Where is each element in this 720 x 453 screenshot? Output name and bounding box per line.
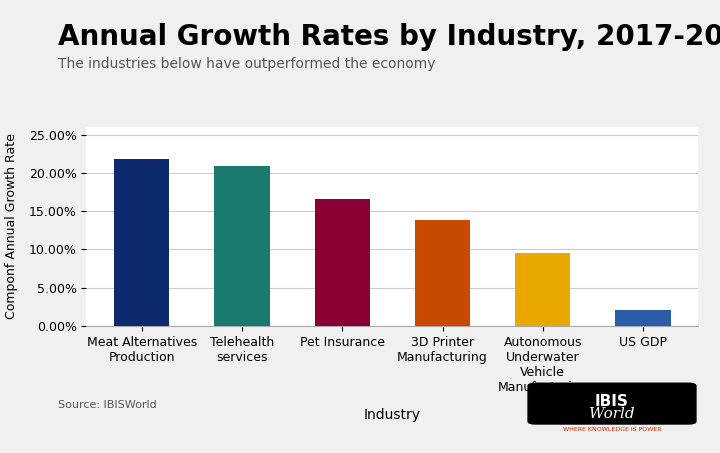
Text: IBIS: IBIS <box>595 394 629 409</box>
X-axis label: Industry: Industry <box>364 408 421 422</box>
Bar <box>215 166 269 326</box>
Text: The industries below have outperformed the economy: The industries below have outperformed t… <box>58 57 435 71</box>
Bar <box>315 199 370 326</box>
FancyBboxPatch shape <box>528 383 696 424</box>
Text: Annual Growth Rates by Industry, 2017-2022: Annual Growth Rates by Industry, 2017-20… <box>58 23 720 51</box>
Bar <box>114 159 169 326</box>
Bar <box>516 253 570 326</box>
Bar <box>616 310 670 326</box>
Text: WHERE KNOWLEDGE IS POWER: WHERE KNOWLEDGE IS POWER <box>563 427 661 432</box>
Y-axis label: Componf Annual Growth Rate: Componf Annual Growth Rate <box>5 134 18 319</box>
Text: Source: IBISWorld: Source: IBISWorld <box>58 400 156 410</box>
Bar <box>415 220 470 326</box>
Text: World: World <box>589 407 635 421</box>
